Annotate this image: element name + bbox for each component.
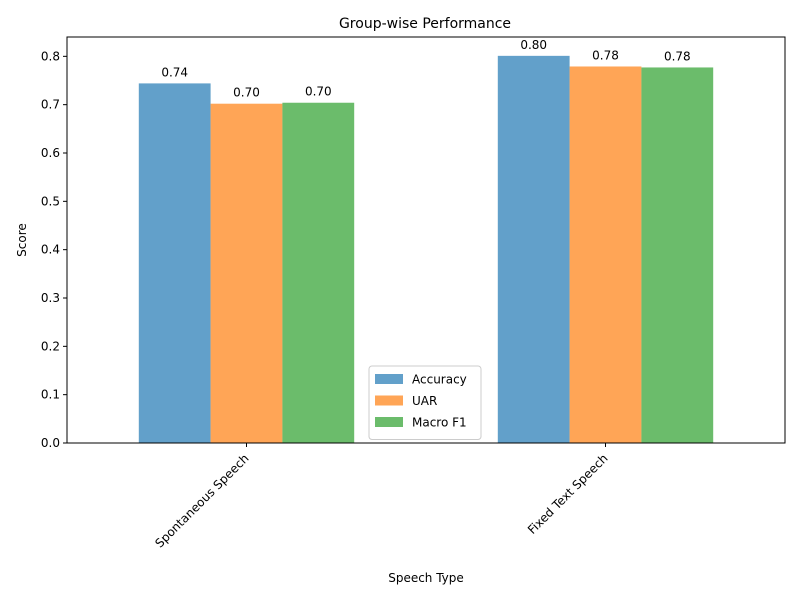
x-axis: Spontaneous Speech Fixed Text Speech bbox=[152, 443, 611, 551]
value-label: 0.80 bbox=[520, 38, 547, 52]
y-axis: 0.0 0.1 0.2 0.3 0.4 0.5 0.6 0.7 0.8 bbox=[41, 49, 67, 450]
y-tick-label: 0.8 bbox=[41, 49, 60, 63]
y-tick-label: 0.0 bbox=[41, 436, 60, 450]
legend-swatch bbox=[375, 395, 403, 406]
bar-macro-f1-0 bbox=[282, 102, 355, 443]
value-label: 0.78 bbox=[664, 49, 691, 63]
y-tick-label: 0.5 bbox=[41, 194, 60, 208]
legend: Accuracy UAR Macro F1 bbox=[368, 365, 482, 440]
legend-label: Macro F1 bbox=[412, 416, 467, 430]
x-tick-label: Fixed Text Speech bbox=[525, 451, 611, 537]
bar-accuracy-1 bbox=[497, 55, 570, 443]
bar-accuracy-0 bbox=[138, 83, 211, 444]
value-label: 0.70 bbox=[233, 86, 260, 100]
legend-label: Accuracy bbox=[412, 373, 467, 387]
y-axis-label: Score bbox=[15, 223, 29, 257]
legend-swatch bbox=[375, 417, 403, 427]
y-tick-label: 0.2 bbox=[41, 339, 60, 353]
bar-uar-0 bbox=[210, 103, 283, 443]
x-tick-label: Spontaneous Speech bbox=[152, 451, 251, 550]
y-tick-label: 0.6 bbox=[41, 146, 60, 160]
bar-uar-1 bbox=[569, 66, 642, 443]
plot-frame bbox=[66, 36, 786, 444]
y-tick-label: 0.1 bbox=[41, 388, 60, 402]
value-label: 0.78 bbox=[592, 48, 619, 62]
y-tick-label: 0.7 bbox=[41, 98, 60, 112]
y-tick-label: 0.4 bbox=[41, 243, 60, 257]
value-labels-layer: 0.74 0.80 0.70 0.78 0.70 0.78 bbox=[161, 38, 690, 100]
chart-title: Group-wise Performance bbox=[339, 16, 511, 32]
bars-layer bbox=[138, 55, 714, 444]
bar-macro-f1-1 bbox=[641, 67, 714, 443]
value-label: 0.74 bbox=[161, 65, 188, 79]
y-tick-label: 0.3 bbox=[41, 291, 60, 305]
x-axis-label: Speech Type bbox=[388, 571, 464, 585]
value-label: 0.70 bbox=[305, 85, 332, 99]
legend-label: UAR bbox=[412, 394, 437, 408]
legend-swatch bbox=[375, 374, 403, 384]
